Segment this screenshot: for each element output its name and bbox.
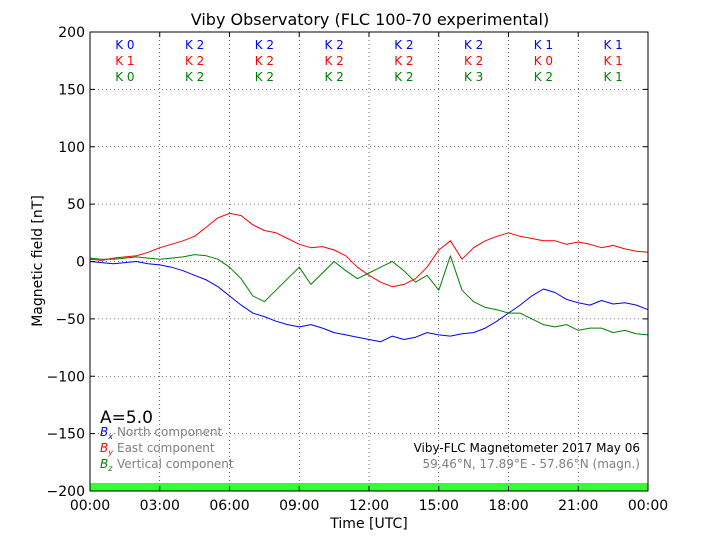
x-tick-label: 12:00 — [349, 498, 389, 514]
y-tick-label: −50 — [55, 312, 85, 328]
legend-item-east: By East component — [100, 441, 215, 457]
k-index-label: K 1 — [115, 54, 134, 68]
k-index-label: K 2 — [255, 38, 274, 52]
x-tick-label: 09:00 — [279, 498, 319, 514]
y-tick-label: 0 — [76, 255, 85, 271]
axis-ticks: 00:00 03:00 06:00 09:00 12:00 15:00 18:00 21:00… — [47, 25, 669, 514]
legend-label-vertical: Vertical component — [117, 457, 234, 471]
y-tick-label: 200 — [58, 25, 85, 41]
k-index-label: K 2 — [185, 70, 204, 84]
k-index-label: K 2 — [534, 70, 553, 84]
x-tick-label: 06:00 — [209, 498, 249, 514]
k-index-label: K 1 — [603, 38, 622, 52]
a-index-label: A=5.0 — [100, 408, 153, 428]
series-line-by — [89, 212, 649, 288]
legend-item-vertical: Bz Vertical component — [100, 457, 234, 473]
y-tick-label: 150 — [58, 82, 85, 98]
k-index-label: K 2 — [464, 38, 483, 52]
legend-label-north: North component — [117, 425, 223, 439]
grid-lines — [90, 32, 648, 491]
legend-symbol-vertical: Bz — [100, 457, 113, 473]
k-index-table: K 0 K 2 K 2 K 2 K 2 K 2 K 1 K 1 K 1 K 2 K 2 K 2 K 2 K… — [115, 38, 623, 84]
k-index-label: K 1 — [534, 38, 553, 52]
series-line-bx — [89, 261, 649, 343]
x-tick-label: 21:00 — [558, 498, 598, 514]
legend: Bx North component By East component Bz … — [100, 425, 234, 473]
k-index-label: K 2 — [324, 70, 343, 84]
k-index-label: K 2 — [394, 38, 413, 52]
k-index-label: K 2 — [324, 38, 343, 52]
k-index-label: K 2 — [394, 54, 413, 68]
k-index-label: K 2 — [324, 54, 343, 68]
y-tick-label: −150 — [47, 427, 85, 443]
x-tick-label: 00:00 — [70, 498, 110, 514]
k-index-label: K 0 — [115, 38, 134, 52]
k-index-label: K 2 — [185, 38, 204, 52]
k-index-label: K 0 — [534, 54, 553, 68]
k-index-label: K 1 — [603, 54, 622, 68]
chart-title: Viby Observatory (FLC 100-70 experimenta… — [191, 10, 550, 29]
k-index-label: K 0 — [115, 70, 134, 84]
k-index-label: K 2 — [394, 70, 413, 84]
x-tick-label: 15:00 — [419, 498, 459, 514]
legend-symbol-north: Bx — [100, 425, 113, 441]
y-axis-label: Magnetic field [nT] — [30, 195, 46, 327]
x-axis-label: Time [UTC] — [329, 516, 407, 532]
k-index-label: K 2 — [255, 70, 274, 84]
y-tick-label: 100 — [58, 140, 85, 156]
x-tick-label: 03:00 — [140, 498, 180, 514]
y-tick-label: −200 — [47, 484, 85, 500]
x-tick-label: 00:00 — [628, 498, 668, 514]
data-series — [89, 212, 649, 343]
legend-symbol-east: By — [100, 441, 113, 457]
series-line-bz — [89, 254, 649, 336]
location-info: 59.46°N, 17.89°E - 57.86°N (magn.) — [423, 457, 640, 471]
y-tick-label: 50 — [67, 197, 85, 213]
k-index-label: K 2 — [464, 54, 483, 68]
k-index-label: K 3 — [464, 70, 483, 84]
legend-item-north: Bx North component — [100, 425, 223, 441]
instrument-info: Viby-FLC Magnetometer 2017 May 06 — [414, 441, 640, 455]
k-index-label: K 2 — [185, 54, 204, 68]
legend-label-east: East component — [117, 441, 215, 455]
y-tick-label: −100 — [47, 369, 85, 385]
k-index-label: K 1 — [603, 70, 622, 84]
x-tick-label: 18:00 — [488, 498, 528, 514]
k-index-label: K 2 — [255, 54, 274, 68]
